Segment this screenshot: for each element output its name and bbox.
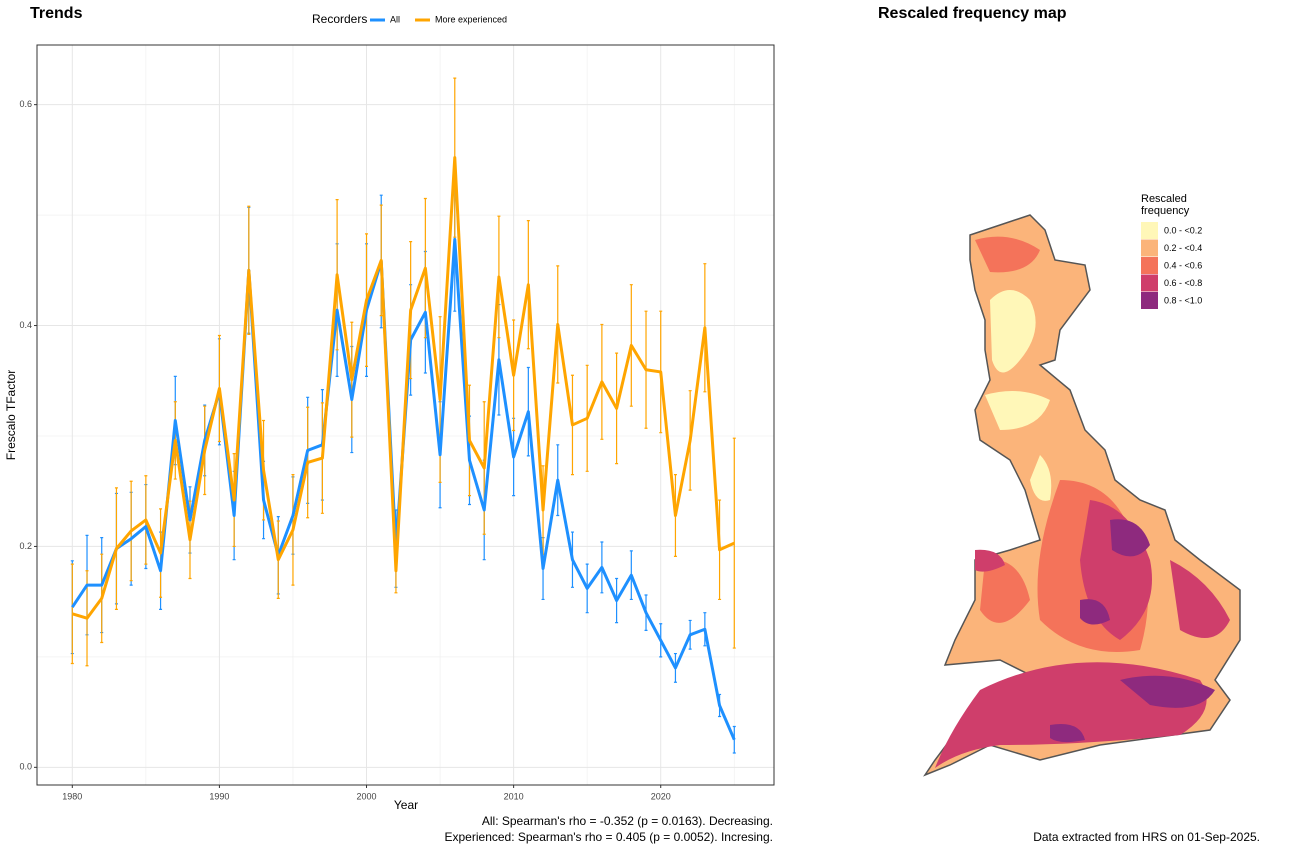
map-legend-swatch — [1141, 257, 1158, 274]
map-zone — [985, 290, 1052, 501]
x-tick-label: 2000 — [357, 791, 377, 801]
x-tick-label: 2020 — [651, 791, 671, 801]
map-legend-swatch — [1141, 239, 1158, 257]
legend-title: Recorders — [312, 12, 367, 26]
y-tick-label: 0.2 — [19, 541, 32, 551]
map-note: Data extracted from HRS on 01-Sep-2025. — [1033, 830, 1260, 844]
y-axis-label: Frescalo TFactor — [4, 370, 18, 460]
map-legend-title: Rescaled frequency — [1141, 193, 1190, 217]
x-tick-label: 1990 — [209, 791, 229, 801]
x-axis-label: Year — [394, 798, 418, 812]
map-legend: 0.0 - <0.2 0.2 - <0.4 0.4 - <0.6 0.6 - <0.8… — [1141, 222, 1202, 309]
map — [923, 214, 1241, 777]
map-legend-swatch — [1141, 274, 1158, 292]
legend-label: All — [390, 14, 400, 24]
panel-border — [36, 44, 775, 786]
map-legend-label: 0.8 - <1.0 — [1164, 295, 1202, 305]
series-line — [71, 156, 735, 620]
y-tick-label: 0.0 — [19, 762, 32, 772]
y-tick-label: 0.6 — [19, 99, 32, 109]
map-zone — [1050, 519, 1215, 743]
annotation: Experienced: Spearman's rho = 0.405 (p =… — [445, 830, 774, 844]
map-title: Rescaled frequency map — [878, 5, 1067, 22]
map-legend-label: 0.0 - <0.2 — [1164, 225, 1202, 235]
error-bar — [70, 563, 74, 665]
map-legend-label: 0.6 - <0.8 — [1164, 278, 1202, 288]
map-legend-swatch — [1141, 292, 1158, 309]
map-legend-label: 0.4 - <0.6 — [1164, 260, 1202, 270]
legend-label: More experienced — [435, 14, 507, 24]
map-legend-swatch — [1141, 222, 1158, 239]
map-legend-label: 0.2 - <0.4 — [1164, 243, 1202, 253]
y-tick-label: 0.4 — [19, 320, 32, 330]
annotation: All: Spearman's rho = -0.352 (p = 0.0163… — [482, 814, 773, 828]
x-tick-label: 1980 — [62, 791, 82, 801]
chart-title: Trends — [30, 5, 83, 22]
x-tick-label: 2010 — [504, 791, 524, 801]
